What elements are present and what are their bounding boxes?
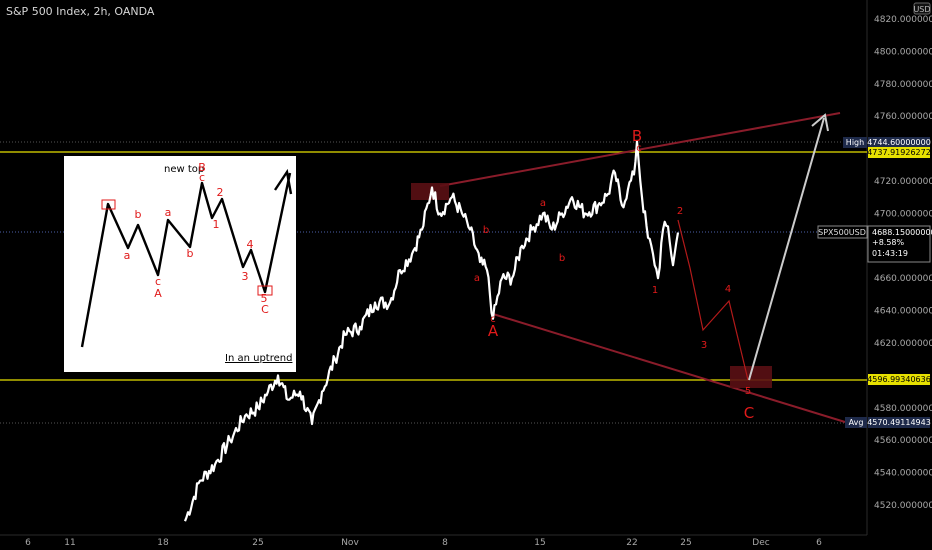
wave-label-b-small: c xyxy=(636,143,642,154)
inset-wave-label: 5 xyxy=(261,292,268,305)
inset-bottom-box xyxy=(257,285,273,296)
symbol-tag-bg xyxy=(817,225,868,239)
projected-wave-path[interactable] xyxy=(677,219,749,381)
price-tick-label: 4720.00000000 xyxy=(874,177,932,187)
bar-countdown: 01:43:19 xyxy=(872,249,908,258)
time-tick-label: 15 xyxy=(534,538,545,548)
target-highlight-box[interactable] xyxy=(730,366,772,388)
price-tick-label: 4580.00000000 xyxy=(874,404,932,414)
avg-tag-label-bg xyxy=(845,417,867,428)
currency-badge[interactable] xyxy=(913,2,931,15)
inset-wave-label: 1 xyxy=(213,218,220,231)
support-tag[interactable]: 4596.99340636 xyxy=(867,374,931,385)
time-tick-label: 11 xyxy=(64,538,75,548)
avg-tag-value-bg xyxy=(868,417,930,428)
wave-label-a-small: c xyxy=(490,314,496,325)
wave-label-a-upper: a xyxy=(540,198,546,209)
inset-wave-label: b xyxy=(187,247,194,260)
time-tick-label: 6 xyxy=(816,538,822,548)
inset-background xyxy=(64,156,296,372)
time-tick-label: 6 xyxy=(25,538,31,548)
price-tick-label: 4520.00000000 xyxy=(874,501,932,511)
resistance-tag-bg xyxy=(868,147,930,158)
inset-wave-label: b xyxy=(135,208,142,221)
inset-wave-label: c xyxy=(155,275,161,288)
last-price-change: +8.58% xyxy=(872,238,905,247)
inset-arrow-head-icon xyxy=(274,168,293,195)
avg-tag[interactable]: Avg 4570.49114943 xyxy=(845,417,931,428)
inset-wave-label: 4 xyxy=(247,238,254,251)
wave-label-2: 2 xyxy=(677,206,683,217)
price-ticks: 4820.00000000 4800.00000000 4780.00000000 4… xyxy=(874,15,932,511)
high-tag-label-bg xyxy=(843,137,867,148)
symbol-tag[interactable]: SPX500USD 4688.15000000 +8.58% 01:43:19 xyxy=(817,225,932,263)
symbol-tag-label: SPX500USD xyxy=(818,228,866,237)
time-tick-label: 25 xyxy=(252,538,263,548)
time-tick-label: 22 xyxy=(626,538,637,548)
price-tick-label: 4640.00000000 xyxy=(874,307,932,317)
wave-label-3: 3 xyxy=(701,340,707,351)
price-tick-label: 4540.00000000 xyxy=(874,469,932,479)
price-tick-label: 4560.00000000 xyxy=(874,436,932,446)
time-tick-label: Dec xyxy=(752,538,769,548)
price-tick-label: 4760.00000000 xyxy=(874,112,932,122)
inset-caption: In an uptrend xyxy=(225,353,292,364)
time-tick-label: 18 xyxy=(157,538,169,548)
wave-label-a-left: a xyxy=(474,273,480,284)
inset-top-box xyxy=(101,199,116,210)
high-tag-value: 4744.60000000 xyxy=(867,138,931,147)
wave-label-5: 5 xyxy=(745,386,751,397)
price-series-line[interactable] xyxy=(183,140,680,522)
inset-wave-label: B xyxy=(198,161,206,174)
support-tag-bg xyxy=(868,374,930,385)
time-tick-label: Nov xyxy=(341,538,359,548)
inset-wave-label: c xyxy=(199,171,205,184)
price-tick-label: 4620.00000000 xyxy=(874,339,932,349)
inset-wave-label: C xyxy=(261,303,269,316)
resistance-tag[interactable]: 4737.91926272 xyxy=(867,147,931,158)
price-tick-label: 4660.00000000 xyxy=(874,274,932,284)
high-tag-value-bg xyxy=(868,137,930,148)
chart-title: S&P 500 Index, 2h, OANDA xyxy=(6,5,155,18)
currency-label: USD xyxy=(913,5,930,14)
top-highlight-box[interactable] xyxy=(411,183,449,200)
lower-trendline[interactable] xyxy=(492,313,846,423)
support-tag-value: 4596.99340636 xyxy=(867,375,931,384)
wave-label-1: 1 xyxy=(652,285,658,296)
price-tick-label: 4700.00000000 xyxy=(874,209,932,219)
inset-wave-label: a xyxy=(124,249,131,262)
last-price-value: 4688.15000000 xyxy=(872,228,932,237)
time-ticks: 6 11 18 25 Nov 8 15 22 25 Dec 6 xyxy=(25,538,822,548)
target-arrow-head-icon xyxy=(811,113,829,132)
inset-wave-label: 3 xyxy=(242,270,249,283)
wave-label-C: C xyxy=(744,404,754,422)
wave-label-b-left: b xyxy=(483,225,489,236)
avg-tag-value: 4570.49114943 xyxy=(867,418,931,427)
inset-wave-label: 2 xyxy=(217,186,224,199)
price-axis-area[interactable] xyxy=(867,0,932,550)
wave-label-b-lower: b xyxy=(559,253,565,264)
time-tick-label: 8 xyxy=(442,538,448,548)
resistance-tag-value: 4737.91926272 xyxy=(867,148,931,157)
wave-label-A: A xyxy=(488,322,499,340)
inset-wave-label: a xyxy=(165,206,172,219)
inset-title: new top xyxy=(164,164,204,175)
high-tag[interactable]: High 4744.60000000 xyxy=(843,137,931,148)
wave-label-B: B xyxy=(632,127,642,145)
price-tick-label: 4820.00000000 xyxy=(874,15,932,25)
time-tick-label: 25 xyxy=(680,538,691,548)
last-price-box xyxy=(867,225,931,263)
high-tag-label: High xyxy=(846,138,864,147)
wave-label-4: 4 xyxy=(725,284,731,295)
target-arrow-line[interactable] xyxy=(748,117,825,381)
inset-wave-label: A xyxy=(154,287,162,300)
upper-trendline[interactable] xyxy=(439,112,841,187)
price-tick-label: 4800.00000000 xyxy=(874,47,932,57)
avg-tag-label: Avg xyxy=(849,418,864,427)
inset-wave-line xyxy=(80,172,292,348)
price-tick-label: 4780.00000000 xyxy=(874,80,932,90)
